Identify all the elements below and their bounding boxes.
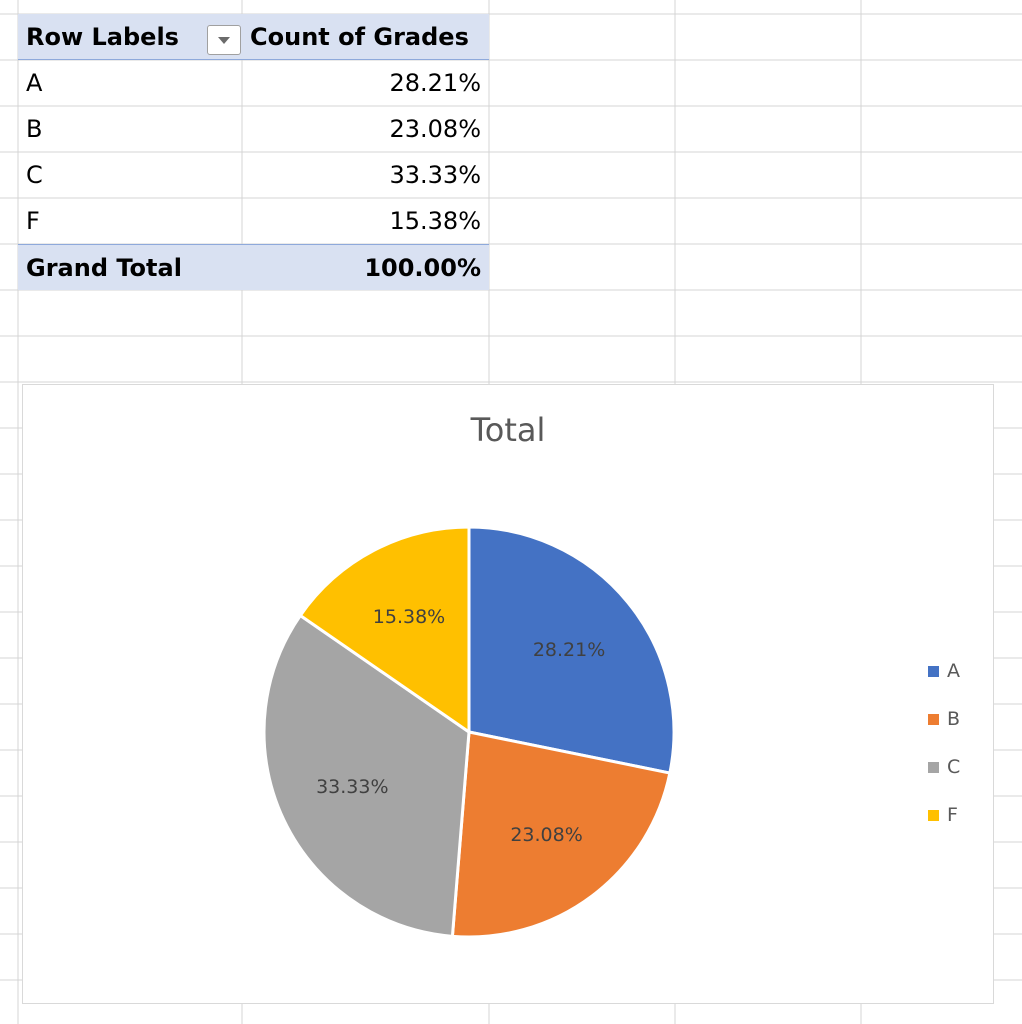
pivot-row-value-b[interactable]: 23.08%	[389, 115, 481, 143]
legend-swatch-b	[928, 713, 939, 725]
legend-label-f: F	[947, 804, 958, 826]
pivot-row-label-c[interactable]: C	[26, 161, 43, 189]
legend-item-b[interactable]: B	[928, 695, 960, 743]
legend-label-b: B	[947, 708, 961, 730]
pivot-row-label-a[interactable]: A	[26, 69, 43, 97]
grand-total-label[interactable]: Grand Total	[18, 244, 242, 290]
pivot-row-label-b[interactable]: B	[26, 115, 43, 143]
pie-slice-a[interactable]	[467, 525, 676, 775]
row-labels-header[interactable]: Row Labels	[18, 14, 242, 60]
legend-label-a: A	[947, 660, 960, 682]
pie-slice-c[interactable]	[262, 613, 471, 938]
legend-item-a[interactable]: A	[928, 647, 960, 695]
data-label-a: 28.21%	[533, 639, 605, 661]
legend-swatch-c	[928, 761, 939, 773]
dropdown-arrow-icon	[218, 36, 230, 44]
data-label-f: 15.38%	[373, 606, 445, 628]
grand-total-value[interactable]: 100.00%	[242, 244, 489, 290]
chart-legend[interactable]: A B C F	[928, 647, 960, 839]
legend-label-c: C	[947, 756, 961, 778]
chart-title: Total	[470, 411, 546, 449]
legend-swatch-f	[928, 809, 939, 821]
pivot-row-label-f[interactable]: F	[26, 207, 40, 235]
legend-item-f[interactable]: F	[928, 791, 960, 839]
pivot-row-value-f[interactable]: 15.38%	[389, 207, 481, 235]
pie-chart[interactable]: Total 28.21% 23.08% 33.33% 15.38% A B C F	[22, 384, 994, 1004]
pie-plot-area: 28.21% 23.08% 33.33% 15.38%	[262, 525, 676, 939]
pivot-row-value-a[interactable]: 28.21%	[389, 69, 481, 97]
legend-swatch-a	[928, 665, 939, 677]
data-label-b: 23.08%	[510, 824, 582, 846]
row-labels-header-text: Row Labels	[26, 22, 179, 51]
row-labels-filter-button[interactable]	[207, 25, 241, 55]
pivot-row-value-c[interactable]: 33.33%	[389, 161, 481, 189]
pie-slice-f[interactable]	[298, 525, 471, 734]
count-of-grades-header[interactable]: Count of Grades	[242, 14, 489, 60]
legend-item-c[interactable]: C	[928, 743, 960, 791]
pie-slice-b[interactable]	[450, 730, 672, 939]
data-label-c: 33.33%	[316, 776, 388, 798]
